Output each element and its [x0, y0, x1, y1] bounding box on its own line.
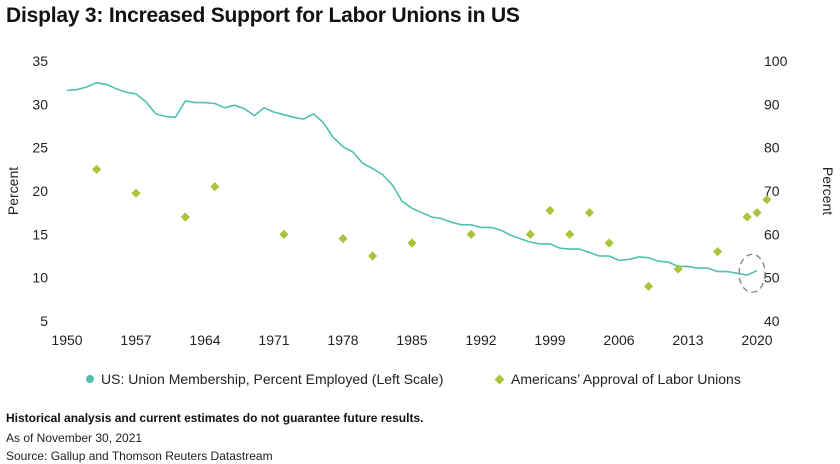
right-tick-label: 90 — [764, 96, 780, 112]
approval-point — [407, 238, 417, 248]
left-tick-label: 30 — [32, 96, 48, 112]
x-tick-label: 1964 — [189, 332, 220, 348]
approval-point — [584, 208, 595, 218]
left-axis-title: Percent — [5, 167, 21, 215]
series-line-union-membership — [66, 81, 758, 276]
left-tick-label: 5 — [40, 313, 48, 329]
date-note: As of November 30, 2021 — [6, 431, 143, 445]
right-tick-label: 70 — [764, 183, 780, 199]
x-tick-label: 1978 — [327, 332, 358, 348]
right-axis-ticks: 40 50 60 70 80 90 100 — [764, 53, 788, 329]
right-tick-label: 60 — [764, 226, 780, 242]
approval-point — [565, 229, 575, 239]
approval-point — [367, 251, 378, 261]
source-note: Source: Gallup and Thomson Reuters Datas… — [6, 449, 273, 463]
left-tick-label: 10 — [32, 270, 48, 286]
approval-point — [545, 205, 555, 216]
approval-point — [752, 208, 762, 218]
approval-point — [131, 188, 141, 198]
series-approval-points — [91, 164, 772, 291]
legend-label-approval: Americans’ Approval of Labor Unions — [511, 371, 741, 387]
x-tick-label: 1992 — [465, 332, 496, 348]
right-tick-label: 40 — [764, 313, 780, 329]
left-tick-label: 35 — [32, 53, 48, 69]
left-tick-label: 25 — [32, 140, 48, 156]
chart-title: Display 3: Increased Support for Labor U… — [6, 4, 520, 27]
right-axis-title: Percent — [820, 167, 836, 215]
approval-point — [712, 247, 723, 257]
approval-point — [742, 212, 752, 222]
x-axis-ticks: 1950 1957 1964 1971 1978 1985 1992 1999 2006 2013… — [51, 332, 772, 348]
x-tick-label: 1971 — [258, 332, 289, 348]
x-tick-label: 2020 — [741, 332, 772, 348]
approval-point — [210, 182, 220, 192]
left-axis-ticks: 5 10 15 20 25 30 35 — [32, 53, 48, 329]
approval-point — [643, 281, 654, 291]
approval-point — [604, 238, 614, 248]
approval-point — [466, 229, 476, 239]
highlight-ellipse — [738, 253, 766, 294]
x-tick-label: 2006 — [603, 332, 634, 348]
right-tick-label: 50 — [764, 270, 780, 286]
legend-label-union-membership: US: Union Membership, Percent Employed (… — [101, 371, 444, 387]
right-tick-label: 100 — [764, 53, 788, 69]
legend-item-union-membership: US: Union Membership, Percent Employed (… — [86, 371, 443, 387]
left-tick-label: 15 — [32, 226, 48, 242]
x-tick-label: 1950 — [51, 332, 82, 348]
left-tick-label: 20 — [32, 183, 48, 199]
disclaimer-note: Historical analysis and current estimate… — [6, 411, 424, 425]
legend-diamond-icon — [494, 374, 505, 384]
legend: US: Union Membership, Percent Employed (… — [0, 371, 840, 391]
approval-point — [673, 264, 683, 274]
approval-point — [180, 212, 190, 222]
approval-point — [279, 229, 289, 239]
right-tick-label: 80 — [764, 140, 780, 156]
approval-point — [762, 195, 772, 205]
x-tick-label: 1999 — [534, 332, 565, 348]
x-tick-label: 2013 — [672, 332, 703, 348]
x-tick-label: 1985 — [396, 332, 427, 348]
legend-item-approval: Americans’ Approval of Labor Unions — [494, 371, 741, 387]
approval-point — [525, 229, 535, 239]
x-tick-label: 1957 — [120, 332, 151, 348]
approval-point — [338, 234, 348, 244]
approval-point — [91, 164, 102, 174]
legend-circle-icon — [86, 375, 94, 383]
